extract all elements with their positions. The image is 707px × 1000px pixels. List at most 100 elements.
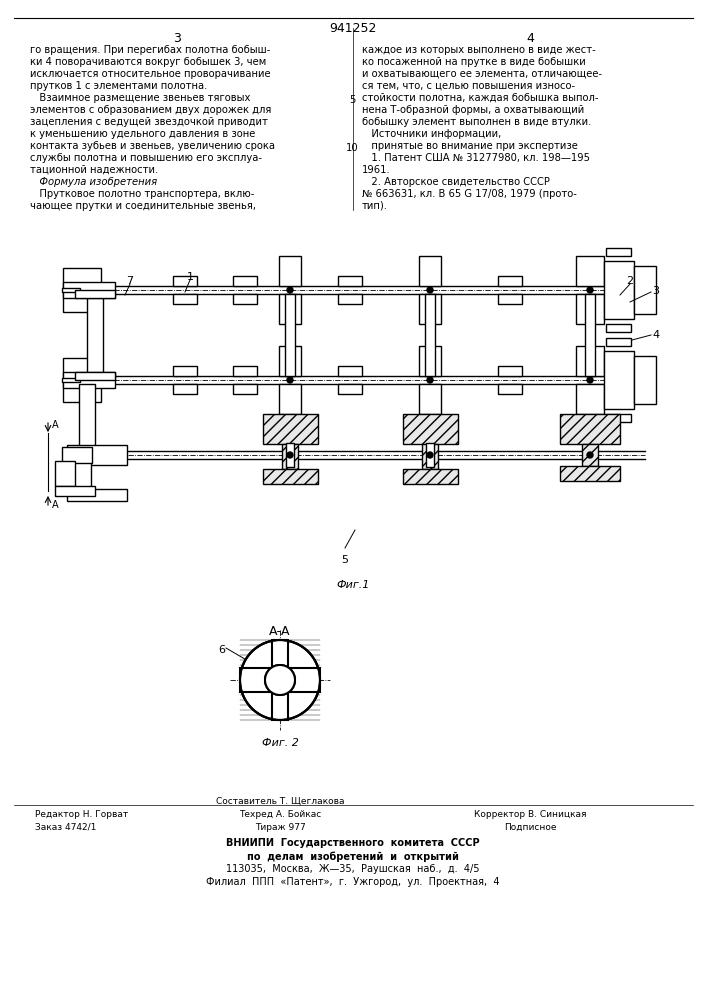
Text: Редактор Н. Горват: Редактор Н. Горват [35, 810, 128, 819]
Text: 113035,  Москва,  Ж—35,  Раушская  наб.,  д.  4/5: 113035, Москва, Ж—35, Раушская наб., д. … [226, 864, 480, 874]
Text: тационной надежности.: тационной надежности. [30, 165, 158, 175]
Bar [272, 640, 288, 720]
Bar [75, 290, 115, 298]
Text: 2. Авторское свидетельство СССР: 2. Авторское свидетельство СССР [362, 177, 550, 187]
Bar [498, 366, 522, 376]
Text: Фиг. 2: Фиг. 2 [262, 738, 298, 748]
Bar [419, 294, 441, 324]
Circle shape [427, 287, 433, 293]
Bar [419, 384, 441, 414]
Bar [233, 276, 257, 286]
Text: Формула изобретения: Формула изобретения [30, 177, 157, 187]
Text: ки 4 поворачиваются вокруг бобышек 3, чем: ки 4 поворачиваются вокруг бобышек 3, че… [30, 57, 267, 67]
Text: Прутковое полотно транспортера, вклю-: Прутковое полотно транспортера, вклю- [30, 189, 255, 199]
Text: исключается относительное проворачивание: исключается относительное проворачивание [30, 69, 271, 79]
Bar [173, 294, 197, 304]
Text: Источники информации,: Источники информации, [362, 129, 501, 139]
Bar [419, 256, 441, 286]
Bar [62, 378, 80, 382]
Circle shape [587, 377, 593, 383]
Bar [606, 338, 631, 346]
Text: 1. Патент США № 31277980, кл. 198—195: 1. Патент США № 31277980, кл. 198—195 [362, 153, 590, 163]
Bar [338, 384, 362, 394]
Text: 5: 5 [341, 555, 349, 565]
Bar [634, 266, 656, 314]
Text: 3: 3 [173, 32, 181, 45]
Text: Филиал  ППП  «Патент»,  г.  Ужгород,  ул.  Проектная,  4: Филиал ППП «Патент», г. Ужгород, ул. Про… [206, 877, 500, 887]
Bar [576, 294, 604, 324]
Bar [282, 444, 298, 469]
Text: 4: 4 [526, 32, 534, 45]
Bar [338, 366, 362, 376]
Text: 4: 4 [652, 330, 659, 340]
Bar [233, 294, 257, 304]
Bar [62, 288, 80, 292]
Bar [279, 256, 301, 286]
Text: к уменьшению удельного давления в зоне: к уменьшению удельного давления в зоне [30, 129, 255, 139]
Bar [173, 276, 197, 286]
Text: 3: 3 [652, 286, 659, 296]
Circle shape [427, 377, 433, 383]
Text: 2: 2 [626, 276, 633, 286]
Text: элементов с образованием двух дорожек для: элементов с образованием двух дорожек дл… [30, 105, 271, 115]
Text: стойкости полотна, каждая бобышка выпол-: стойкости полотна, каждая бобышка выпол- [362, 93, 599, 103]
Text: зацепления с ведущей звездочкой приводит: зацепления с ведущей звездочкой приводит [30, 117, 268, 127]
Circle shape [287, 452, 293, 458]
Bar [606, 248, 631, 256]
Bar [279, 346, 301, 376]
Bar [498, 384, 522, 394]
Bar [606, 324, 631, 332]
Circle shape [587, 287, 593, 293]
Bar [79, 384, 95, 451]
Bar [338, 294, 362, 304]
Text: А: А [52, 500, 59, 510]
Circle shape [240, 640, 320, 720]
Text: прутков 1 с элементами полотна.: прутков 1 с элементами полотна. [30, 81, 207, 91]
Text: Подписное: Подписное [504, 823, 556, 832]
Bar [582, 444, 598, 466]
Bar [263, 469, 318, 484]
Bar [240, 668, 320, 692]
Text: Техред А. Бойкас: Техред А. Бойкас [239, 810, 321, 819]
Text: службы полотна и повышению его эксплуа-: службы полотна и повышению его эксплуа- [30, 153, 262, 163]
Text: го вращения. При перегибах полотна бобыш-: го вращения. При перегибах полотна бобыш… [30, 45, 270, 55]
Bar [55, 461, 75, 486]
Text: бобышку элемент выполнен в виде втулки.: бобышку элемент выполнен в виде втулки. [362, 117, 591, 127]
Bar [576, 256, 604, 286]
Bar [62, 447, 92, 463]
Circle shape [427, 452, 433, 458]
Text: ся тем, что, с целью повышения износо-: ся тем, что, с целью повышения износо- [362, 81, 575, 91]
Bar [233, 366, 257, 376]
Bar [87, 298, 103, 372]
Bar [285, 294, 295, 376]
Bar [173, 384, 197, 394]
Bar [498, 276, 522, 286]
Circle shape [265, 665, 295, 695]
Text: 5: 5 [349, 95, 355, 105]
Bar [425, 294, 435, 376]
Text: 1: 1 [187, 272, 194, 282]
Bar [585, 294, 595, 376]
Text: А-А: А-А [269, 625, 291, 638]
Circle shape [587, 452, 593, 458]
Bar [419, 346, 441, 376]
Text: ВНИИПИ  Государственного  комитета  СССР: ВНИИПИ Государственного комитета СССР [226, 838, 480, 848]
Bar [604, 261, 634, 319]
Text: по  делам  изобретений  и  открытий: по делам изобретений и открытий [247, 851, 459, 861]
Text: и охватывающего ее элемента, отличающее-: и охватывающего ее элемента, отличающее- [362, 69, 602, 79]
Bar [63, 282, 115, 298]
Bar [67, 459, 91, 489]
Bar [606, 414, 631, 422]
Bar [498, 294, 522, 304]
Bar [403, 469, 458, 484]
Bar [279, 294, 301, 324]
Bar [55, 486, 95, 496]
Bar [75, 372, 115, 380]
Bar [67, 489, 127, 501]
Text: тип).: тип). [362, 201, 388, 211]
Bar [233, 384, 257, 394]
Bar [67, 445, 127, 465]
Text: принятые во внимание при экспертизе: принятые во внимание при экспертизе [362, 141, 578, 151]
Bar [560, 414, 620, 444]
Bar [63, 358, 101, 402]
